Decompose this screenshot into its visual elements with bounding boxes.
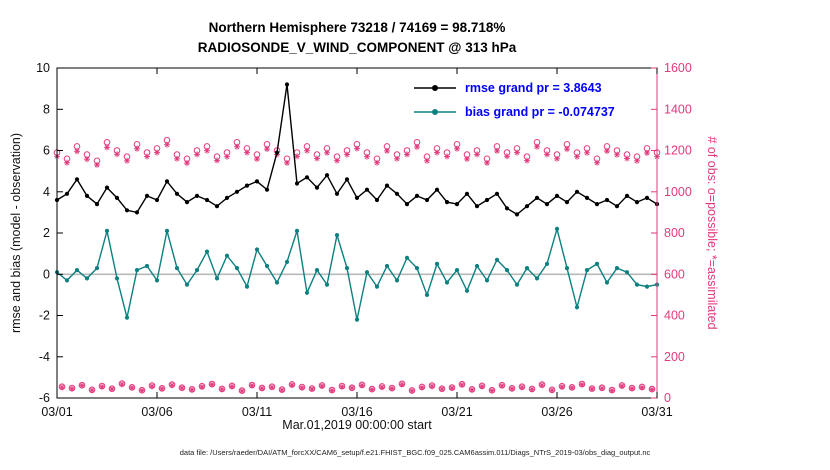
svg-text:-6: -6 <box>39 391 50 405</box>
legend-label-bias: bias grand pr = -0.074737 <box>465 105 615 119</box>
svg-text:8: 8 <box>43 102 50 116</box>
svg-text:600: 600 <box>664 267 685 281</box>
chart-subtitle: RADIOSONDE_V_WIND_COMPONENT @ 313 hPa <box>197 40 517 55</box>
svg-text:10: 10 <box>36 61 50 75</box>
plot-marks: -6 -4 -2 0 2 4 6 8 10 0 200 400 600 800 1000 1200 1400 16… <box>36 61 692 419</box>
svg-text:1000: 1000 <box>664 185 692 199</box>
svg-text:03/31: 03/31 <box>641 405 672 419</box>
svg-text:03/16: 03/16 <box>341 405 372 419</box>
svg-text:1200: 1200 <box>664 144 692 158</box>
legend-label-rmse: rmse grand pr = 3.8643 <box>465 81 602 95</box>
svg-text:800: 800 <box>664 226 685 240</box>
legend-item-rmse: rmse grand pr = 3.8643 <box>412 76 615 100</box>
legend-item-bias: bias grand pr = -0.074737 <box>412 100 615 124</box>
svg-text:0: 0 <box>664 391 671 405</box>
svg-text:03/01: 03/01 <box>41 405 72 419</box>
svg-text:6: 6 <box>43 144 50 158</box>
x-axis-label: Mar.01,2019 00:00:00 start <box>282 418 432 432</box>
svg-text:03/11: 03/11 <box>242 405 272 419</box>
svg-text:2: 2 <box>43 226 50 240</box>
left-axis-label: rmse and bias (model - observation) <box>9 132 23 334</box>
svg-text:400: 400 <box>664 309 685 323</box>
legend: rmse grand pr = 3.8643 bias grand pr = -… <box>412 76 615 124</box>
svg-text:1400: 1400 <box>664 102 692 116</box>
svg-text:03/06: 03/06 <box>141 405 172 419</box>
data-file-caption: data file: /Users/raeder/DAI/ATM_forcXX/… <box>179 448 651 457</box>
right-axis-label: # of obs: o=possible; *=assimilated <box>705 136 719 330</box>
svg-text:4: 4 <box>43 185 50 199</box>
rmse-line-swatch-icon <box>414 85 456 91</box>
page-title: Northern Hemisphere 73218 / 74169 = 98.7… <box>208 20 506 35</box>
svg-text:-2: -2 <box>39 309 50 323</box>
svg-text:-4: -4 <box>39 350 50 364</box>
svg-text:1600: 1600 <box>664 61 692 75</box>
svg-text:03/21: 03/21 <box>441 405 472 419</box>
svg-text:200: 200 <box>664 350 685 364</box>
bias-line-swatch-icon <box>414 109 456 115</box>
svg-text:03/26: 03/26 <box>541 405 572 419</box>
svg-text:0: 0 <box>43 267 50 281</box>
